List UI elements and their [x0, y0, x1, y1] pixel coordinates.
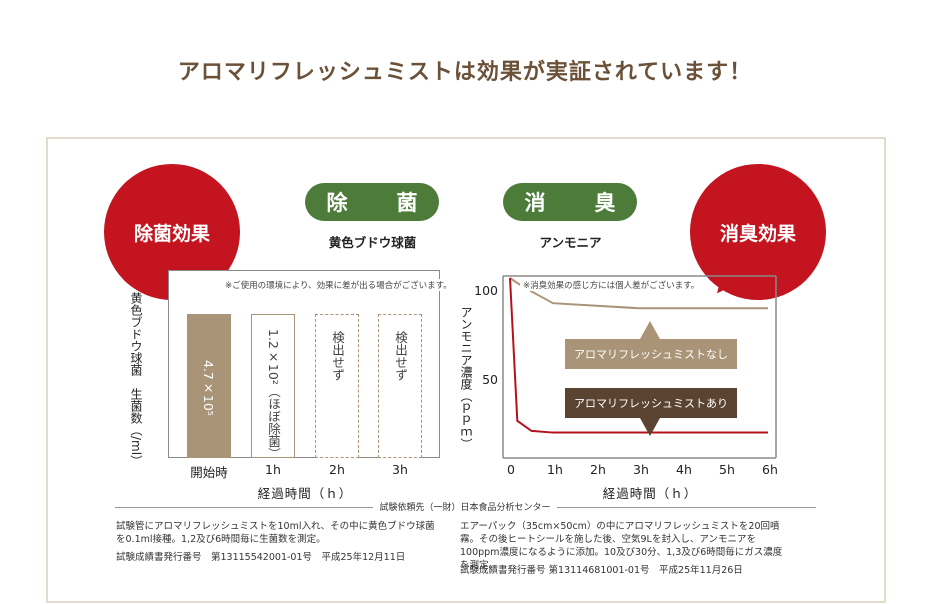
series-with-line	[509, 277, 768, 434]
ammonia-y-label: アンモニア濃度（ｐｐｍ）	[459, 306, 473, 450]
source-credit: 試験依頼先（一財）日本食品分析センター	[0, 500, 930, 513]
ammonia-x-tick: 0	[507, 462, 515, 477]
ammonia-x-tick: 2h	[590, 462, 606, 477]
bacteria-subtitle: 黄色ブドウ球菌	[328, 235, 417, 250]
bar-1h: 1.2×10²（ほぼ除菌）	[251, 314, 295, 460]
ammonia-subtitle: アンモニア	[539, 235, 602, 250]
bar-3h-label: 検出せず	[393, 331, 408, 381]
bar-start: 4.7×10⁵	[187, 314, 231, 458]
bacteria-note: ※ご使用の環境により、効果に差が出る場合がございます。	[222, 279, 455, 291]
deodorize-pill: 消 臭	[503, 183, 637, 221]
bacteria-report-number: 試験成績書発行番号 第13115542001-01号 平成25年12月11日	[116, 552, 406, 563]
series-without-line	[509, 277, 768, 310]
annotation-with: アロマリフレッシュミストあり	[565, 388, 737, 418]
ammonia-y-tick: 100	[474, 283, 498, 298]
bacteria-x-tick: 3h	[392, 462, 408, 477]
arrow-down-with	[640, 418, 660, 436]
arrow-up-without	[640, 321, 660, 339]
bar-1h-label: 1.2×10²（ほぼ除菌）	[266, 329, 281, 460]
bacteria-x-tick: 開始時	[190, 465, 228, 480]
ammonia-x-tick: 1h	[547, 462, 563, 477]
page-headline: アロマリフレッシュミストは効果が実証されています！	[177, 59, 753, 85]
bacteria-x-tick: 2h	[329, 462, 345, 477]
ammonia-x-tick: 3h	[633, 462, 649, 477]
source-divider-right	[498, 507, 816, 508]
bar-start-label: 4.7×10⁵	[201, 360, 216, 416]
sterilization-pill: 除 菌	[305, 183, 439, 221]
ammonia-footnote: エアーパック（35cm×50cm）の中にアロマリフレッシュミストを20回噴霧。そ…	[460, 521, 783, 571]
ammonia-x-tick: 5h	[719, 462, 735, 477]
ammonia-x-tick: 6h	[762, 462, 778, 477]
annotation-without: アロマリフレッシュミストなし	[565, 339, 737, 369]
bacteria-x-tick: 1h	[265, 462, 281, 477]
bacteria-y-label: 黄色ブドウ球菌 生菌数（/ml）	[129, 292, 143, 468]
ammonia-report-number: 試験成績書発行番号 第13114681001-01号 平成25年11月26日	[460, 565, 743, 576]
ammonia-y-tick: 50	[482, 372, 498, 387]
bar-2h: 検出せず	[315, 314, 359, 458]
ammonia-x-label: 経過時間（ｈ）	[602, 486, 698, 501]
source-divider-left	[115, 507, 433, 508]
bar-3h: 検出せず	[378, 314, 422, 458]
bar-2h-label: 検出せず	[330, 331, 345, 381]
ammonia-x-tick: 4h	[676, 462, 692, 477]
ammonia-note: ※消臭効果の感じ方には個人差がございます。	[520, 279, 703, 291]
source-credit-text: 試験依頼先（一財）日本食品分析センター	[373, 503, 557, 513]
bacteria-x-label: 経過時間（ｈ）	[257, 486, 353, 501]
bacteria-footnote: 試験管にアロマリフレッシュミストを10ml入れ、その中に黄色ブドウ球菌を0.1m…	[116, 521, 435, 545]
deodorize-badge: 消臭効果	[690, 164, 826, 300]
